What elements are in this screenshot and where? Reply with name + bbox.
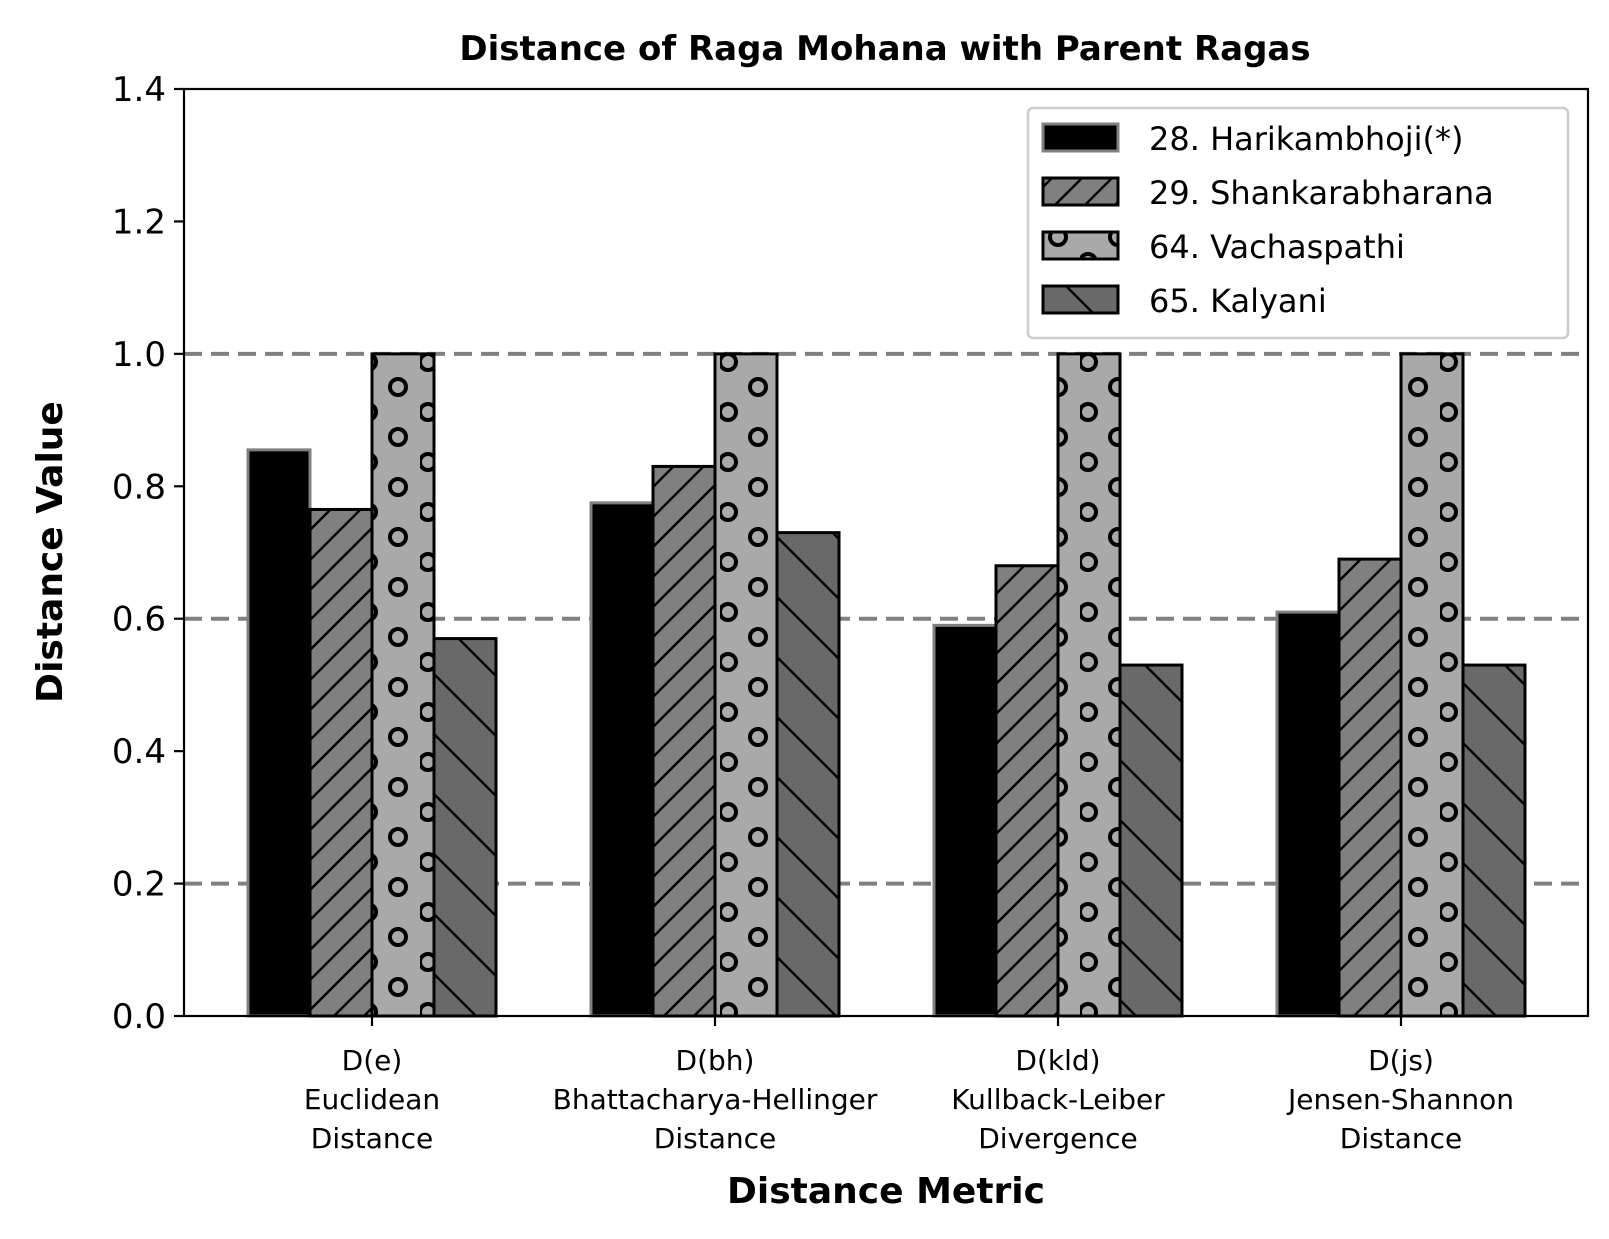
x-tick-label: Distance: [654, 1122, 776, 1155]
x-axis-label: Distance Metric: [727, 1171, 1045, 1212]
legend-label: 65. Kalyani: [1149, 282, 1327, 320]
x-tick-label: Distance: [311, 1122, 433, 1155]
bar: [1118, 663, 1184, 1018]
x-tick-label: Kullback-Leiber: [951, 1083, 1165, 1116]
legend-label: 29. Shankarabharana: [1149, 174, 1494, 212]
bar: [1275, 610, 1341, 1018]
legend-box: [1026, 106, 1570, 340]
y-tick-label: 1.4: [112, 70, 166, 110]
legend: 28. Harikambhoji(*) 29. Shankarabharana 64…: [1026, 106, 1570, 340]
legend-label: 28. Harikambhoji(*): [1149, 120, 1463, 158]
y-tick-label: 1.2: [112, 202, 166, 242]
y-tick-label: 0.2: [112, 865, 166, 905]
bar: [370, 352, 436, 1018]
bar: [589, 501, 655, 1018]
y-tick-label: 0.0: [112, 997, 166, 1037]
y-tick-label: 0.6: [112, 600, 166, 640]
legend-label: 64. Vachaspathi: [1149, 228, 1405, 266]
bar: [1337, 557, 1403, 1018]
bar: [1399, 352, 1465, 1018]
x-tick-label: Bhattacharya-Hellinger: [553, 1083, 878, 1116]
y-axis: 0.0 0.2 0.4 0.6 0.8 1.0 1.2 1.4: [112, 70, 184, 1037]
x-tick-label: Jensen-Shannon: [1286, 1083, 1514, 1116]
y-axis-label: Distance Value: [30, 401, 71, 703]
x-tick-label: D(kld): [1015, 1044, 1100, 1077]
bar: [932, 623, 998, 1018]
x-tick-label: D(e): [342, 1044, 403, 1077]
bar: [1056, 352, 1122, 1018]
x-tick-label: D(js): [1368, 1044, 1434, 1077]
legend-swatch: [1041, 284, 1120, 315]
legend-swatch: [1041, 230, 1120, 261]
bar: [651, 464, 717, 1018]
legend-swatch: [1041, 122, 1120, 153]
legend-swatch: [1041, 176, 1120, 207]
chart-title: Distance of Raga Mohana with Parent Raga…: [459, 29, 1310, 69]
bar: [994, 564, 1060, 1018]
bar: [432, 637, 498, 1018]
y-tick-label: 1.0: [112, 335, 166, 375]
bar: [308, 507, 374, 1018]
y-tick-label: 0.4: [112, 732, 166, 772]
x-tick-label: Divergence: [978, 1122, 1138, 1155]
x-tick-label: D(bh): [676, 1044, 755, 1077]
y-tick-label: 0.8: [112, 467, 166, 507]
x-tick-label: Euclidean: [304, 1083, 440, 1116]
bar-group: [246, 352, 1527, 1018]
bar: [775, 531, 841, 1018]
plot-area-frame: [182, 87, 1590, 1018]
bar: [246, 448, 312, 1018]
x-axis: D(e) Euclidean Distance D(bh) Bhattacharya-H…: [304, 1016, 1514, 1155]
bar: [1461, 663, 1527, 1018]
x-tick-label: Distance: [1340, 1122, 1462, 1155]
bar: [713, 352, 779, 1018]
